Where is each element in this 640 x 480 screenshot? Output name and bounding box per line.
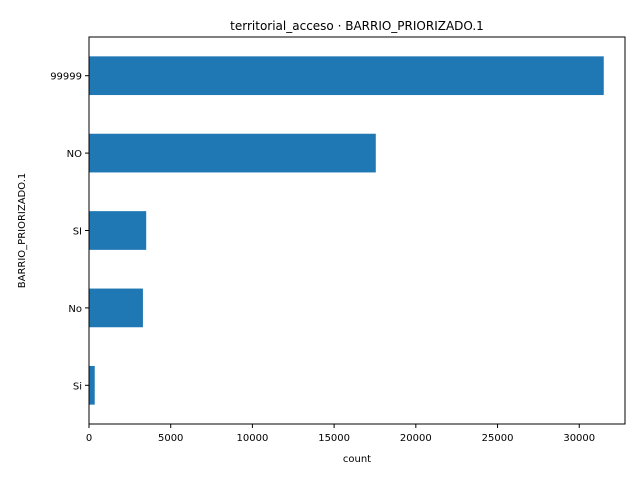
chart-title: territorial_acceso · BARRIO_PRIORIZADO.1 bbox=[230, 19, 484, 33]
bar-No bbox=[89, 288, 143, 328]
y-tick-label: Si bbox=[73, 381, 82, 392]
y-tick-label: NO bbox=[67, 149, 82, 160]
bars-group bbox=[89, 56, 604, 405]
bar-Si bbox=[89, 365, 95, 405]
x-tick-label: 10000 bbox=[237, 433, 269, 444]
bar-99999 bbox=[89, 56, 604, 96]
y-tick-label: 99999 bbox=[50, 72, 82, 83]
bar-SI bbox=[89, 211, 147, 250]
y-axis-label: BARRIO_PRIORIZADO.1 bbox=[17, 173, 28, 289]
x-tick-label: 20000 bbox=[400, 433, 432, 444]
plot-frame bbox=[88, 36, 626, 425]
x-tick-label: 30000 bbox=[563, 433, 595, 444]
y-tick-label: No bbox=[68, 304, 82, 315]
x-tick-label: 5000 bbox=[158, 433, 183, 444]
bar-NO bbox=[89, 133, 376, 173]
x-axis-label: count bbox=[343, 454, 371, 465]
x-tick-label: 15000 bbox=[318, 433, 350, 444]
y-tick-label: SI bbox=[73, 227, 82, 238]
ticks-group: 99999 NO SI No Si 0 5000 10000 15000 20000 25000 30… bbox=[50, 72, 595, 444]
x-tick-label: 0 bbox=[86, 433, 92, 444]
x-tick-label: 25000 bbox=[482, 433, 514, 444]
